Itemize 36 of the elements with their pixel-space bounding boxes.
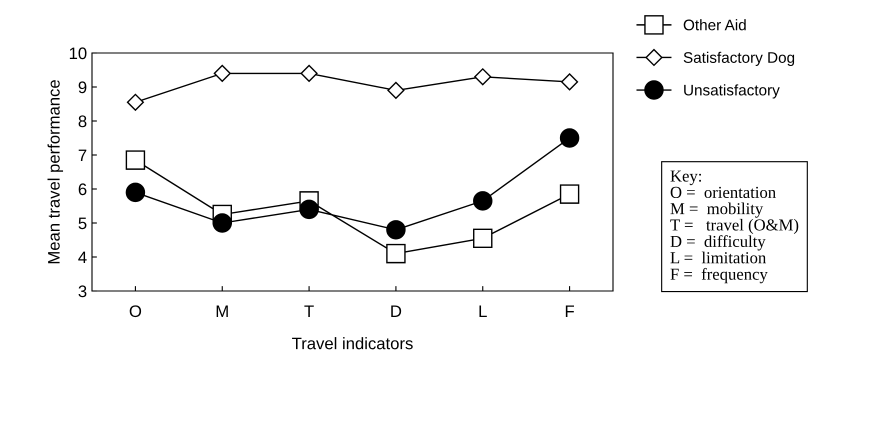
point (387, 82, 404, 99)
point (473, 191, 492, 211)
x-tick-label: L (479, 306, 487, 317)
y-axis-title: Mean travel performance (48, 80, 64, 264)
x-tick-label: M (216, 306, 228, 317)
y-tick-label: 3 (78, 285, 86, 298)
y-tick-label: 9 (78, 81, 86, 94)
point (299, 200, 319, 220)
x-tick-label: F (566, 306, 574, 317)
point (386, 244, 406, 264)
point (126, 150, 146, 170)
x-tick-label: D (391, 306, 402, 317)
point (126, 94, 144, 111)
legend-label: Unsatisfactory (684, 84, 780, 99)
legend-label: Other Aid (684, 19, 746, 30)
point (561, 73, 578, 90)
point (474, 68, 492, 86)
x-axis-title: Travel indicators (292, 337, 413, 350)
y-tick-label: 6 (78, 183, 86, 196)
legend-label: Satisfactory Dog (684, 52, 794, 66)
y-tick-label: 10 (70, 47, 86, 60)
point (214, 64, 231, 82)
point (386, 220, 406, 240)
y-tick-label: 8 (78, 115, 86, 128)
x-tick-label: O (130, 305, 142, 318)
point (560, 128, 580, 148)
point (473, 228, 492, 248)
point (212, 213, 232, 233)
x-tick-label: T (304, 306, 314, 317)
point (126, 182, 146, 202)
point (560, 184, 580, 204)
text: Key: O = orientation M = mobility T = travel (O&M) D = difficulty L = limitation F = frequency (670, 170, 798, 284)
y-tick-label: 4 (78, 252, 87, 264)
y-tick-label: 7 (78, 150, 86, 162)
point (300, 64, 318, 82)
y-tick-label: 5 (78, 218, 86, 230)
